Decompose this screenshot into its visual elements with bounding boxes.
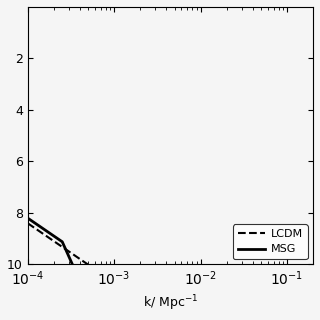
MSG — [62, 243, 66, 247]
MSG — [38, 224, 42, 228]
Line: LCDM: LCDM — [28, 223, 88, 264]
Line: MSG: MSG — [28, 218, 72, 264]
LCDM — [52, 239, 56, 243]
Legend: LCDM, MSG: LCDM, MSG — [233, 224, 308, 259]
MSG — [27, 217, 31, 221]
LCDM — [80, 259, 84, 262]
MSG — [26, 216, 30, 220]
MSG — [52, 234, 55, 238]
LCDM — [28, 222, 31, 226]
MSG — [28, 218, 32, 221]
LCDM — [67, 250, 71, 253]
LCDM — [49, 237, 53, 241]
LCDM — [44, 234, 47, 237]
MSG — [42, 228, 46, 231]
LCDM — [86, 262, 90, 266]
LCDM — [26, 221, 30, 225]
X-axis label: k/ Mpc$^{-1}$: k/ Mpc$^{-1}$ — [143, 293, 198, 313]
MSG — [70, 262, 74, 266]
